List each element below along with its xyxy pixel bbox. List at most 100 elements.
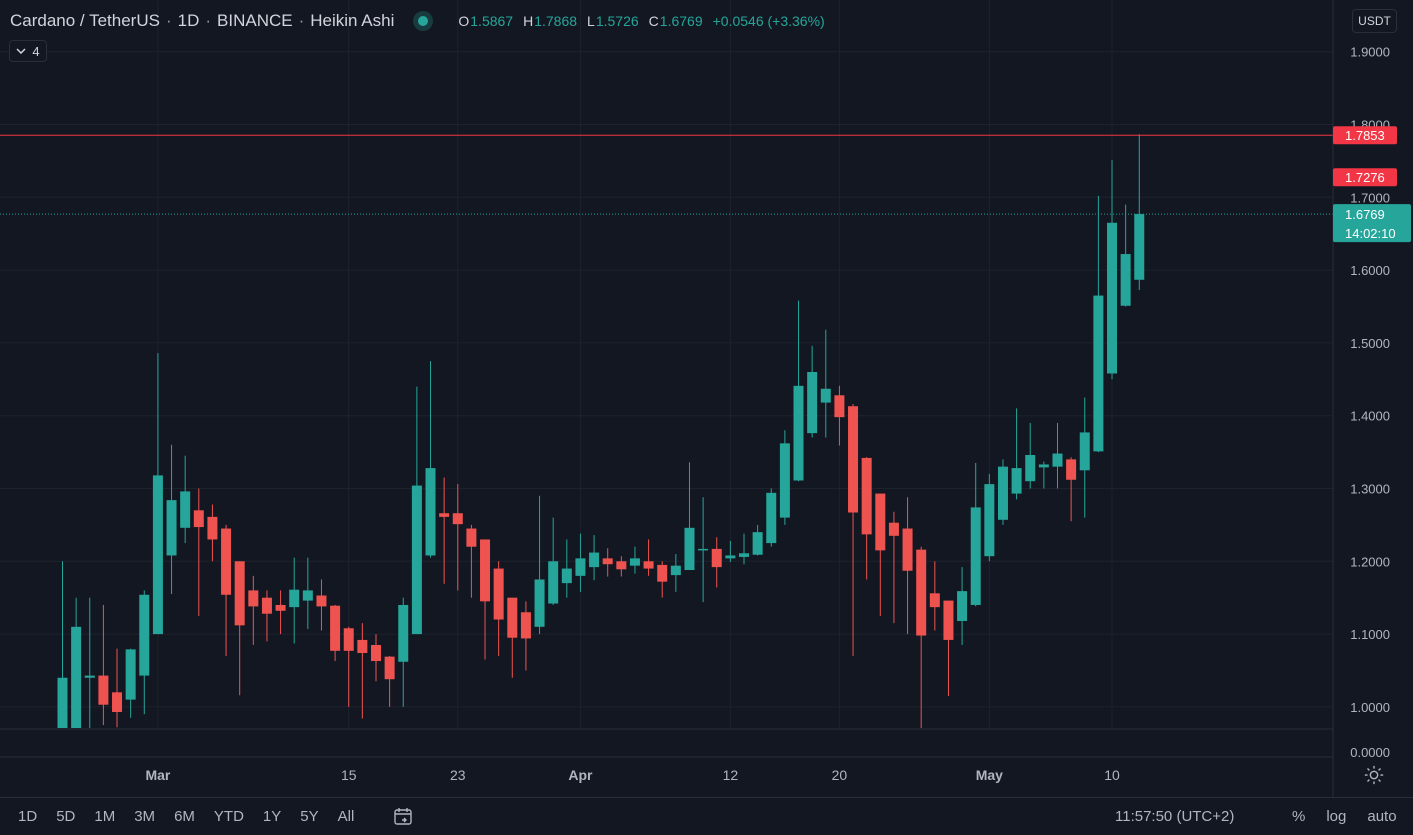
candle	[57, 561, 68, 728]
candle	[739, 533, 749, 565]
candle	[507, 597, 518, 678]
candle-body	[970, 507, 981, 605]
price-tick-label: 1.4000	[1350, 409, 1390, 424]
scale-controls: % log auto	[1292, 808, 1397, 825]
symbol-legend: Cardano / TetherUS · 1D · BINANCE · Heik…	[10, 10, 825, 32]
range-button-ytd[interactable]: YTD	[213, 808, 244, 825]
candle-body	[1052, 453, 1063, 467]
range-button-1y[interactable]: 1Y	[262, 808, 282, 825]
interval-label[interactable]: 1D	[177, 11, 200, 30]
candle-body	[548, 561, 559, 604]
candle-body	[1107, 222, 1118, 374]
candle	[793, 300, 804, 482]
candle	[684, 462, 695, 571]
chart-style-label: Heikin Ashi	[310, 11, 395, 30]
indicators-toggle-button[interactable]: 4	[9, 40, 47, 62]
candle-body	[916, 549, 927, 636]
candle	[180, 455, 191, 544]
legend-separator: ·	[165, 11, 172, 30]
candle	[1038, 461, 1049, 489]
settings-gear-icon[interactable]	[1363, 764, 1385, 786]
candle	[711, 537, 722, 588]
candle-body	[698, 548, 709, 551]
candle-body	[1134, 214, 1145, 280]
candle	[670, 554, 681, 592]
candle-body	[261, 597, 272, 614]
candle	[125, 648, 136, 718]
range-button-3m[interactable]: 3M	[134, 808, 156, 825]
candle	[193, 488, 204, 616]
candle-body	[289, 589, 300, 608]
range-button-1m[interactable]: 1M	[94, 808, 116, 825]
percent-scale-button[interactable]: %	[1292, 808, 1306, 825]
candle	[725, 540, 736, 563]
candle-body	[684, 527, 695, 571]
price-tick-label: 1.6000	[1350, 263, 1390, 278]
time-tick-label: Mar	[145, 767, 170, 783]
ohlc-values: O1.5867 H1.7868 L1.5726 C1.6769 +0.0546 …	[458, 13, 825, 29]
candle-body	[152, 475, 163, 635]
price-chart[interactable]: 21.90001.80001.70001.60001.50001.40001.3…	[0, 0, 1413, 797]
exchange-label: BINANCE	[217, 11, 293, 30]
legend-separator: ·	[298, 11, 305, 30]
candle-body	[589, 552, 600, 568]
symbol-name[interactable]: Cardano / TetherUS	[10, 11, 160, 30]
price-tag-bg	[1333, 126, 1397, 145]
candle	[1093, 195, 1104, 453]
time-tick-label: 15	[341, 767, 357, 783]
log-scale-button[interactable]: log	[1326, 808, 1347, 825]
go-to-date-icon[interactable]	[393, 807, 415, 827]
candle-body	[1120, 254, 1131, 306]
currency-unit-button[interactable]: USDT	[1352, 9, 1397, 33]
candle	[807, 345, 818, 438]
candle-body	[125, 649, 136, 700]
candle	[112, 648, 123, 728]
candle	[261, 590, 272, 642]
price-tag-label: 1.7853	[1345, 128, 1385, 143]
candle	[221, 524, 232, 656]
candle-body	[343, 628, 354, 651]
price-tag-bg	[1333, 204, 1411, 243]
close-value: 1.6769	[659, 13, 703, 29]
candle	[398, 597, 409, 707]
time-tick-label: 12	[723, 767, 739, 783]
candle	[602, 548, 613, 577]
candle-body	[575, 558, 586, 576]
candle	[357, 623, 368, 719]
candle	[139, 590, 150, 715]
range-button-5y[interactable]: 5Y	[300, 808, 319, 825]
change-value: +0.0546 (+3.36%)	[712, 13, 825, 29]
candle	[779, 430, 790, 525]
candle	[1066, 457, 1077, 522]
candle	[480, 539, 491, 660]
range-button-1d[interactable]: 1D	[18, 808, 38, 825]
candle	[970, 463, 981, 607]
candle	[520, 601, 531, 671]
candle	[888, 511, 899, 624]
candle	[234, 561, 245, 696]
candle	[275, 590, 286, 635]
high-value: 1.7868	[534, 13, 578, 29]
candle-body	[602, 558, 613, 565]
candle-body	[616, 561, 627, 570]
price-tick-label: 1.9000	[1350, 45, 1390, 60]
price-tick-label: 1.7000	[1350, 190, 1390, 205]
auto-scale-button[interactable]: auto	[1367, 808, 1397, 825]
range-button-6m[interactable]: 6M	[174, 808, 195, 825]
candle	[820, 329, 831, 438]
candle-body	[807, 372, 818, 434]
candle-body	[766, 492, 777, 544]
range-button-5d[interactable]: 5D	[56, 808, 76, 825]
candle-body	[1038, 464, 1049, 468]
clock-timezone[interactable]: 11:57:50 (UTC+2)	[1115, 808, 1235, 825]
candle	[384, 655, 395, 707]
candle	[616, 556, 627, 577]
candle	[370, 634, 381, 682]
candle-body	[711, 548, 722, 568]
range-button-all[interactable]: All	[337, 808, 355, 825]
candles-layer	[57, 134, 1145, 728]
price-tag: 1.7276	[1333, 168, 1397, 187]
candle-body	[752, 532, 763, 555]
price-tag-label: 1.6769	[1345, 207, 1385, 222]
market-status-dot-icon	[418, 16, 429, 26]
